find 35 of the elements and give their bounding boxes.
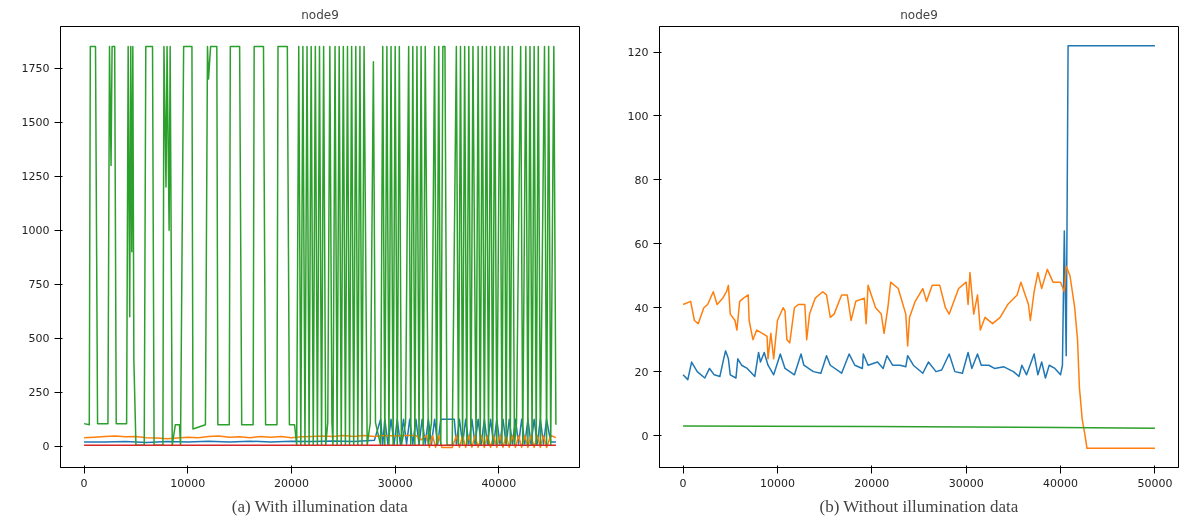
x-tick-label: 0 [80,476,88,490]
x-tick-label: 30000 [377,476,413,490]
line-series [83,418,557,445]
x-tick-label: 10000 [759,476,795,490]
y-tick-label: 750 [28,278,50,292]
line-series [682,265,1156,450]
x-tick-label: 40000 [481,476,517,490]
y-tick-label: 250 [28,386,50,400]
x-tick-label: 10000 [170,476,206,490]
text: (b) Without illumination data [819,496,1019,516]
y-tick-label: 20 [634,365,649,379]
chart-title: node9 [900,7,938,22]
y-tick-label: 100 [627,109,649,123]
x-tick-label: 20000 [273,476,309,490]
x-tick-label: 50000 [1137,476,1173,490]
y-tick-label: 1500 [21,116,50,130]
y-tick-label: 1000 [21,224,50,238]
chart-title: node9 [301,7,339,22]
y-tick-label: 500 [28,332,50,346]
x-tick-label: 30000 [948,476,984,490]
y-tick-label: 80 [634,173,649,187]
x-tick-label: 40000 [1043,476,1079,490]
y-tick-label: 0 [641,429,649,443]
x-tick-label: 20000 [854,476,890,490]
y-tick-label: 0 [42,440,50,454]
text: (a) With illumination data [231,496,409,516]
y-tick-label: 1250 [21,170,50,184]
line-series [83,45,557,446]
x-tick-label: 0 [679,476,687,490]
y-tick-label: 60 [634,237,649,251]
y-tick-label: 40 [634,301,649,315]
line-series [83,434,557,449]
y-tick-label: 120 [627,46,649,60]
y-tick-label: 1750 [21,62,50,76]
line-series [682,44,1156,381]
